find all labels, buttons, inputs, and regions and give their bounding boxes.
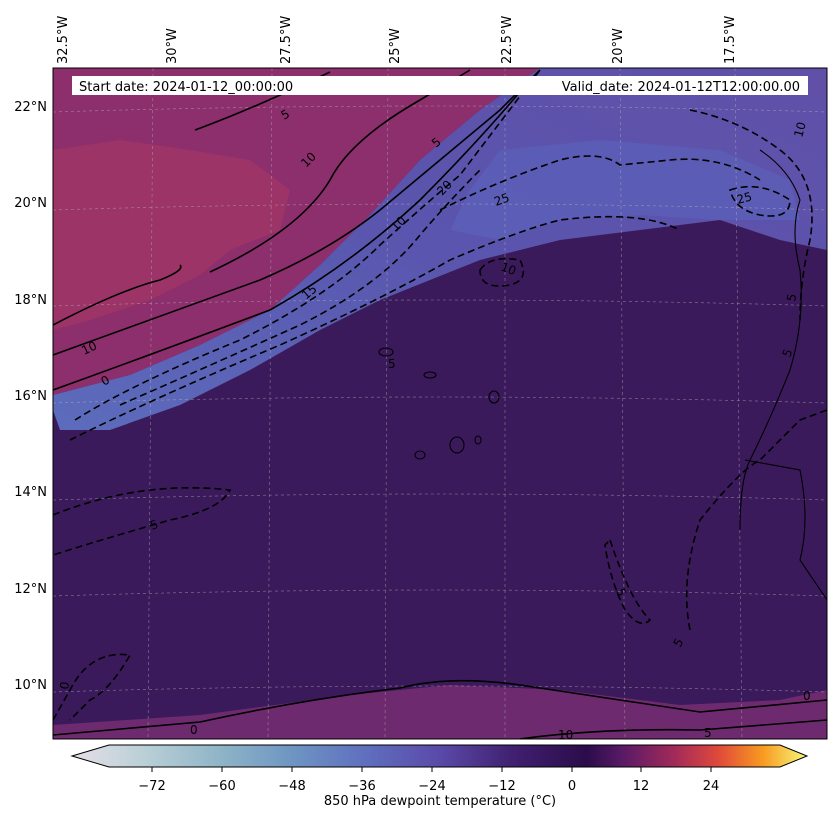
valid-date-label: Valid_date: 2024-01-12T12:00:00.00 [562, 80, 800, 95]
info-box [72, 76, 808, 95]
contour-label: 10 [499, 260, 518, 278]
lat-label-20n: 20°N [14, 196, 47, 211]
contour-label: 0 [57, 681, 72, 691]
lat-label-18n: 18°N [14, 293, 47, 308]
lon-label-17-5w: 17.5°W [723, 16, 738, 64]
moist-region-south [53, 685, 827, 739]
graticule [53, 68, 827, 739]
contour-label: 25 [735, 189, 753, 206]
colorbar-tick-label: −48 [278, 779, 305, 794]
lat-label-22n: 22°N [14, 100, 47, 115]
colorbar-tick-label: −60 [208, 779, 235, 794]
lon-label-30w: 30°W [165, 28, 180, 64]
lat-label-10n: 10°N [14, 678, 47, 693]
contour-label: 25 [492, 190, 511, 208]
moist-core [53, 140, 290, 330]
lon-label-27-5w: 27.5°W [279, 16, 294, 64]
contour-label: 5 [388, 357, 396, 371]
colorbar-ticks [151, 767, 712, 772]
contour-label: 5 [613, 586, 629, 598]
contour-label: 10 [79, 339, 99, 358]
lat-label-14n: 14°N [14, 485, 47, 500]
contour-label: 10 [558, 728, 573, 742]
colorbar-tick-label: 24 [703, 779, 720, 794]
lon-label-25w: 25°W [388, 28, 403, 64]
lon-label-22-5w: 22.5°W [500, 16, 515, 64]
contour-label: 5 [148, 517, 160, 533]
contour-label: 5 [780, 347, 796, 359]
longitude-labels: 32.5°W 30°W 27.5°W 25°W 22.5°W 20°W 17.5… [56, 16, 738, 64]
contour-label: 0 [803, 689, 811, 703]
contour-label: 10 [791, 120, 808, 138]
lon-label-32-5w: 32.5°W [56, 16, 71, 64]
colorbar-title: 850 hPa dewpoint temperature (°C) [324, 794, 556, 809]
colorbar-tick-label: −72 [138, 779, 165, 794]
colorbar-body [70, 744, 809, 768]
very-dry-core [450, 140, 800, 240]
colorbar-tick-label: 12 [633, 779, 650, 794]
colorbar-tick-label: −36 [348, 779, 375, 794]
lat-label-12n: 12°N [14, 582, 47, 597]
colorbar-tick-label: 0 [568, 779, 576, 794]
colorbar: −72 −60 −48 −36 −24 −12 0 12 24 850 hPa … [70, 744, 809, 809]
start-date-label: Start date: 2024-01-12_00:00:00 [79, 80, 293, 95]
dewpoint-field [53, 68, 827, 739]
colorbar-tick-label: −12 [488, 779, 515, 794]
map-frame [52, 67, 828, 740]
solid-contours [53, 69, 827, 739]
contour-label: 5 [784, 293, 799, 303]
coastline [378, 149, 827, 601]
dashed-contours [53, 69, 827, 721]
contour-label: 5 [704, 726, 712, 740]
colorbar-tick-label: −24 [418, 779, 445, 794]
contour-label: 0 [190, 723, 198, 737]
latitude-labels: 22°N 20°N 18°N 16°N 14°N 12°N 10°N [14, 100, 47, 693]
lat-label-16n: 16°N [14, 389, 47, 404]
lon-label-20w: 20°W [611, 28, 626, 64]
